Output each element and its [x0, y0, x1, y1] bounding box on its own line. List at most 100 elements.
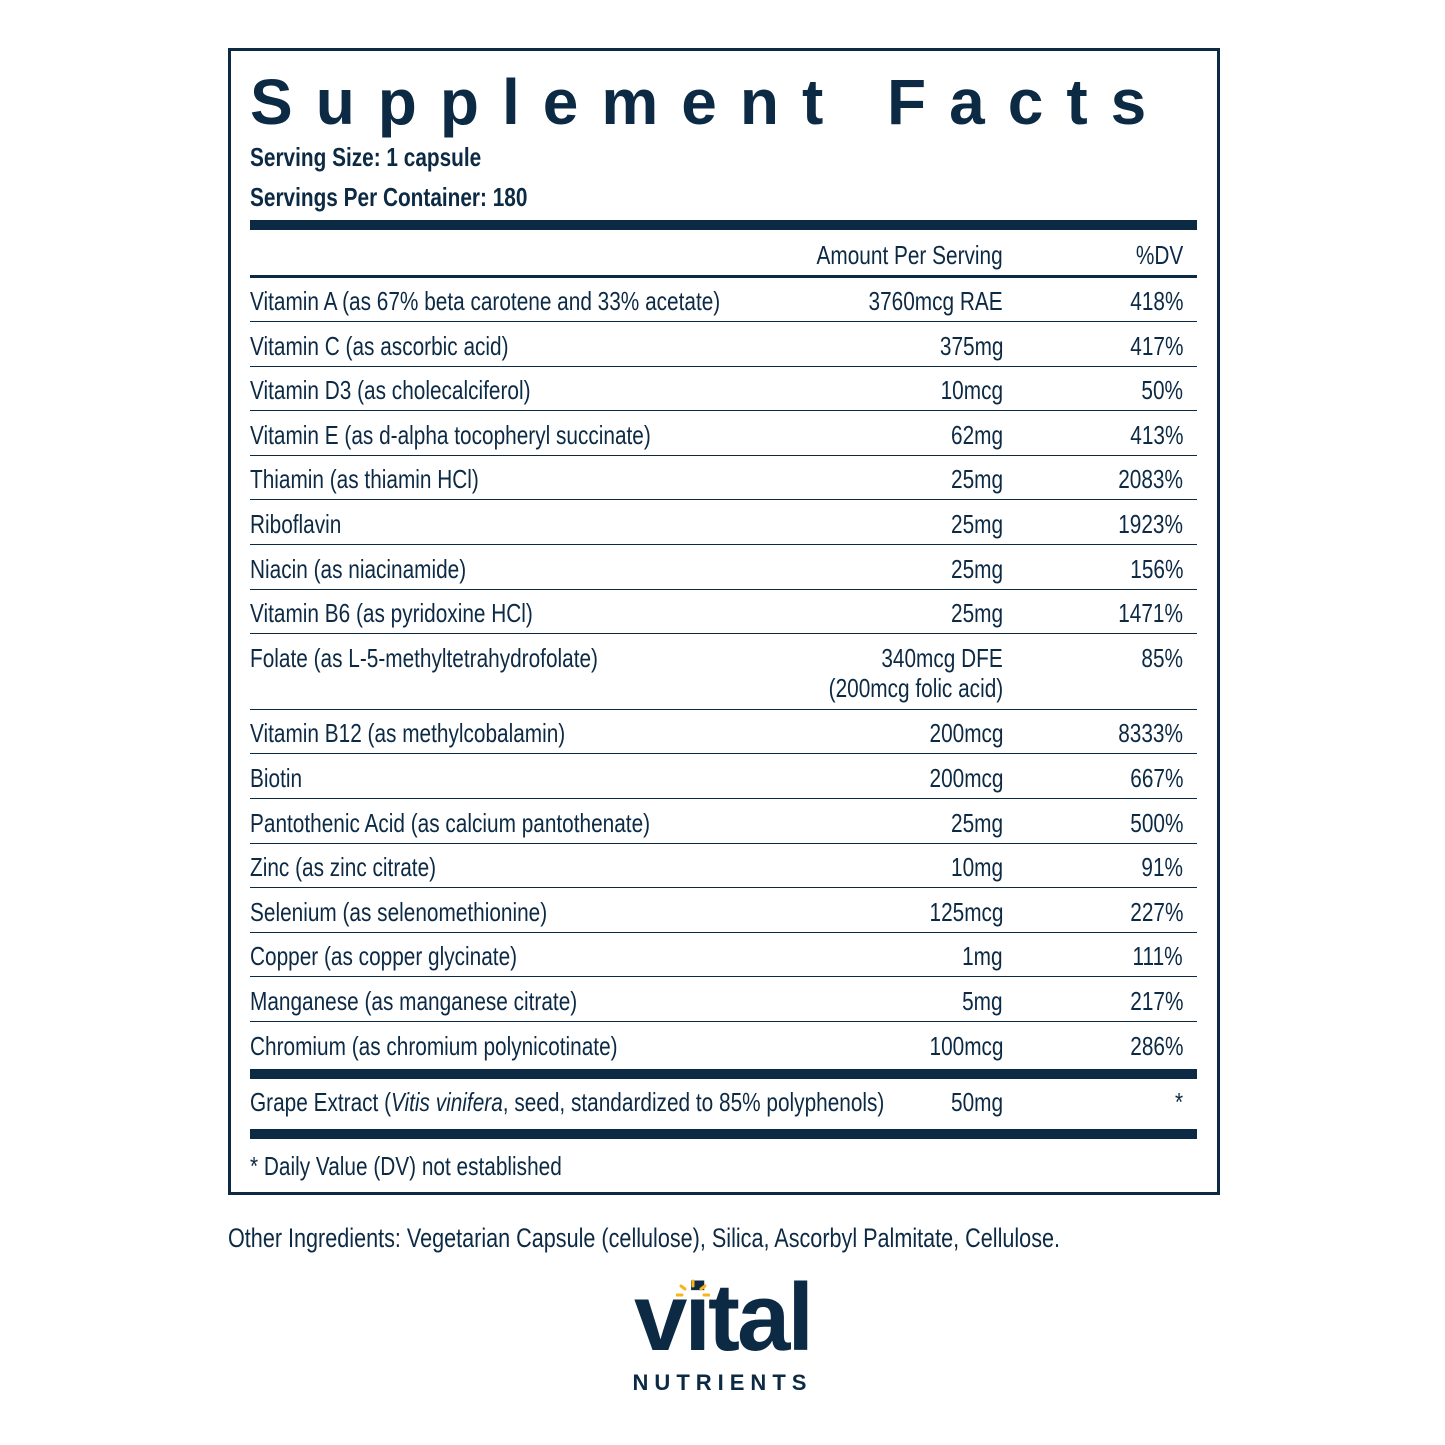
amount: 375mg: [939, 330, 1003, 361]
daily-value: 50%: [1141, 375, 1183, 406]
nutrient-name: Zinc (as zinc citrate): [250, 852, 437, 883]
daily-value: 156%: [1129, 553, 1183, 584]
amount: 25mg: [950, 598, 1003, 629]
daily-value-cell: 91%: [1131, 852, 1183, 882]
nutrient-row: Chromium (as chromium polynicotinate) 100…: [250, 1023, 1197, 1066]
nutrient-row: Manganese (as manganese citrate) 5mg 217%: [250, 978, 1197, 1022]
amount: 50mg: [950, 1087, 1003, 1118]
sun-icon: [676, 1279, 710, 1297]
amount-cell: 25mg: [938, 464, 1003, 494]
daily-value-cell: 156%: [1117, 553, 1183, 584]
amount: 3760mcg RAE: [868, 286, 1003, 316]
nutrient-name-cell: Vitamin D3 (as cholecalciferol): [250, 375, 601, 405]
column-label: %DV: [1135, 240, 1183, 270]
daily-value: 227%: [1129, 896, 1183, 927]
column-header: Amount Per Serving %DV: [250, 232, 1197, 278]
amount-cell: 25mg: [938, 509, 1003, 539]
nutrient-name-cell: Vitamin B12 (as methylcobalamin): [250, 718, 644, 748]
thick-rule: [250, 1129, 1197, 1140]
daily-value-cell: 217%: [1117, 986, 1183, 1016]
daily-value: 418%: [1129, 286, 1183, 316]
amount: 340mcg DFE: [881, 642, 1003, 673]
daily-value-cell: 227%: [1117, 896, 1183, 927]
servings-text: Servings Per Container: 180: [250, 182, 528, 212]
amount-note: (200mcg folic acid): [828, 672, 1003, 703]
facts-panel: [228, 48, 1220, 1195]
daily-value: 1923%: [1118, 509, 1183, 539]
daily-value: 1471%: [1118, 598, 1183, 629]
nutrient-name: Biotin: [250, 763, 303, 793]
nutrient-name-cell: Vitamin A (as 67% beta carotene and 33% …: [250, 286, 838, 316]
nutrient-name-cell: Folate (as L-5-methyltetrahydrofolate): [250, 643, 685, 673]
nutrient-name-cell: Vitamin C (as ascorbic acid): [250, 331, 573, 361]
nutrient-row: Biotin 200mcg 667%: [250, 755, 1197, 799]
amount-cell: 10mg: [938, 852, 1003, 882]
nutrient-row: Selenium (as selenomethionine) 125mcg 227%: [250, 889, 1197, 933]
amount: 62mg: [950, 419, 1003, 450]
nutrient-name: Selenium (as selenomethionine): [250, 896, 548, 927]
nutrient-row: Riboflavin 25mg 1923%: [250, 501, 1197, 545]
daily-value: 8333%: [1118, 718, 1183, 749]
amount-cell: 200mcg: [911, 763, 1003, 793]
nutrient-name: Vitamin B6 (as pyridoxine HCl): [250, 598, 533, 629]
nutrient-name: Vitamin C (as ascorbic acid): [250, 330, 509, 361]
daily-value: 85%: [1141, 642, 1183, 673]
nutrient-name: Niacin (as niacinamide): [250, 553, 467, 584]
daily-value: 286%: [1129, 1030, 1183, 1061]
nutrient-name-cell: Vitamin B6 (as pyridoxine HCl): [250, 598, 604, 628]
thick-rule: [250, 1069, 1197, 1080]
nutrient-name-cell: Pantothenic Acid (as calcium pantothenat…: [250, 808, 750, 838]
nutrient-name: Thiamin (as thiamin HCl): [250, 464, 479, 495]
nutrient-row: Zinc (as zinc citrate) 10mg 91%: [250, 844, 1197, 889]
daily-value-cell: 8333%: [1102, 718, 1183, 748]
daily-value-cell: 417%: [1117, 330, 1183, 361]
daily-value: 667%: [1129, 763, 1183, 793]
daily-value: 413%: [1129, 419, 1183, 450]
daily-value-cell: 500%: [1117, 808, 1183, 838]
nutrient-name-cell: Chromium (as chromium polynicotinate): [250, 1031, 709, 1061]
daily-value: *: [1174, 1087, 1183, 1118]
daily-value-cell: 111%: [1120, 941, 1183, 971]
extract-row: Grape Extract (Vitis vinifera, seed, sta…: [250, 1079, 1197, 1129]
nutrient-row: Copper (as copper glycinate) 1mg 111%: [250, 933, 1197, 978]
nutrient-row: Vitamin B6 (as pyridoxine HCl) 25mg 1471%: [250, 590, 1197, 635]
amount-cell: 50mg: [938, 1087, 1003, 1117]
nutrient-name: Vitamin E (as d-alpha tocopheryl succina…: [250, 419, 651, 450]
nutrient-name: Riboflavin: [250, 509, 342, 539]
daily-value-cell: 1471%: [1102, 598, 1183, 628]
amount-cell: 3760mcg RAE: [835, 286, 1003, 316]
extract-name: Grape Extract (Vitis vinifera, seed, sta…: [250, 1087, 884, 1117]
amount-cell: 25mg: [938, 554, 1003, 584]
amount-cell: 5mg: [952, 986, 1003, 1016]
nutrient-name-cell: Niacin (as niacinamide): [250, 554, 520, 584]
amount: 10mg: [950, 852, 1003, 883]
nutrient-row: Niacin (as niacinamide) 25mg 156%: [250, 546, 1197, 590]
amount-cell: 1mg: [952, 941, 1003, 971]
footnote-text-cell: * Daily Value (DV) not established: [250, 1151, 640, 1181]
daily-value: 111%: [1132, 941, 1183, 972]
daily-value: 417%: [1129, 330, 1183, 361]
thick-rule: [250, 220, 1197, 230]
extract-name-cell: Grape Extract (Vitis vinifera, seed, sta…: [250, 1087, 1043, 1117]
nutrient-row: Vitamin C (as ascorbic acid) 375mg 417%: [250, 323, 1197, 367]
serving-size: Serving Size: 1 capsule: [250, 142, 539, 172]
nutrient-row: Vitamin B12 (as methylcobalamin) 200mcg 83…: [250, 710, 1197, 755]
daily-value-cell: 50%: [1131, 375, 1183, 405]
serving-size-text: Serving Size: 1 capsule: [250, 142, 482, 172]
nutrient-name: Manganese (as manganese citrate): [250, 986, 578, 1016]
amount: 25mg: [950, 509, 1003, 539]
nutrient-name: Folate (as L-5-methyltetrahydrofolate): [250, 642, 598, 673]
daily-value-cell: 85%: [1131, 643, 1183, 673]
nutrient-name-cell: Copper (as copper glycinate): [250, 941, 584, 971]
daily-value: 217%: [1129, 986, 1183, 1016]
other-ingredients: Other Ingredients: Vegetarian Capsule (c…: [228, 1222, 1268, 1254]
nutrient-name-cell: Biotin: [250, 763, 315, 793]
daily-value-cell: 413%: [1117, 419, 1183, 450]
servings-per-container: Servings Per Container: 180: [250, 182, 597, 212]
nutrient-row: Thiamin (as thiamin HCl) 25mg 2083%: [250, 456, 1197, 501]
title: Supplement Facts: [250, 66, 1170, 138]
nutrient-name-cell: Selenium (as selenomethionine): [250, 897, 621, 927]
nutrient-row: Vitamin D3 (as cholecalciferol) 10mcg 50%: [250, 367, 1197, 412]
nutrient-row: Vitamin A (as 67% beta carotene and 33% …: [250, 278, 1197, 322]
